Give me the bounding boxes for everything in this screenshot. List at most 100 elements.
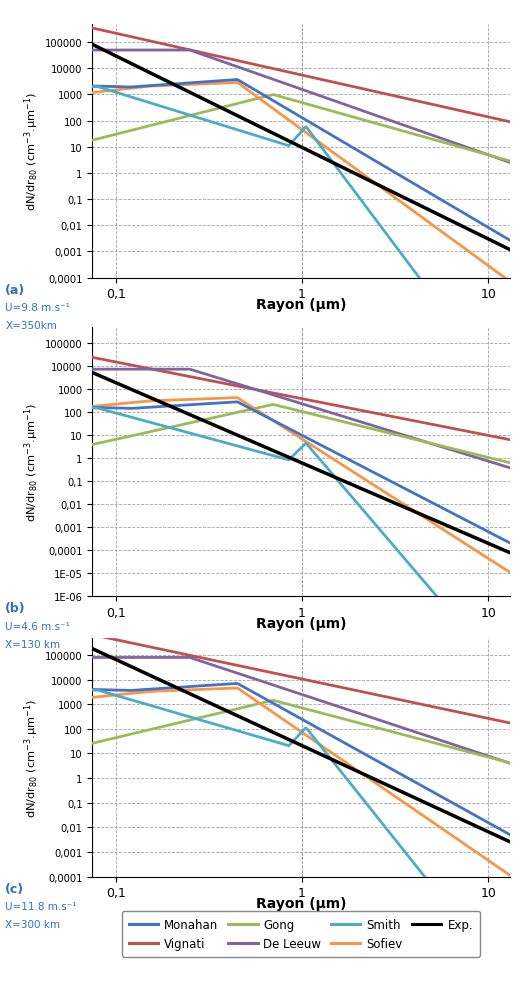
Smith <box>287 453 294 465</box>
Sofiev <box>288 116 295 128</box>
Monahan <box>234 678 240 690</box>
Sofiev <box>506 567 513 579</box>
Monahan <box>291 425 297 437</box>
Gong <box>338 713 345 725</box>
Line: Gong: Gong <box>92 405 510 463</box>
Y-axis label: dN/dr$_{80}$ (cm$^{-3}$.μm$^{-1}$): dN/dr$_{80}$ (cm$^{-3}$.μm$^{-1}$) <box>22 698 41 817</box>
De Leeuw <box>496 754 503 766</box>
Text: Rayon (μm): Rayon (μm) <box>256 897 346 911</box>
Monahan <box>234 75 240 86</box>
Gong <box>288 700 295 712</box>
Vignati <box>431 99 438 111</box>
Smith <box>431 883 438 895</box>
Vignati <box>89 629 96 641</box>
Gong <box>432 135 438 147</box>
De Leeuw <box>89 364 96 376</box>
Gong <box>316 411 322 422</box>
Monahan <box>432 787 438 799</box>
Sofiev <box>497 561 504 573</box>
Monahan <box>288 106 295 118</box>
Exp. <box>431 515 438 527</box>
Exp. <box>315 464 321 476</box>
Line: Vignati: Vignati <box>92 358 510 440</box>
Vignati <box>496 114 503 126</box>
Smith <box>315 738 321 749</box>
Monahan <box>234 397 240 409</box>
Gong <box>432 738 438 749</box>
Text: U=4.6 m.s⁻¹: U=4.6 m.s⁻¹ <box>5 621 70 631</box>
Sofiev <box>338 459 345 471</box>
Gong <box>506 757 513 769</box>
Smith <box>431 292 438 304</box>
Sofiev <box>506 276 513 288</box>
Line: Exp.: Exp. <box>92 373 510 553</box>
Sofiev <box>89 692 96 704</box>
Gong <box>432 439 438 451</box>
Line: Smith: Smith <box>92 691 510 983</box>
Vignati <box>337 682 344 694</box>
Smith <box>506 977 513 989</box>
Sofiev <box>291 118 297 130</box>
Gong <box>506 457 513 469</box>
Line: De Leeuw: De Leeuw <box>92 370 510 468</box>
De Leeuw <box>496 459 503 471</box>
Line: De Leeuw: De Leeuw <box>92 658 510 763</box>
Legend: Monahan, Vignati, Gong, De Leeuw, Smith, Sofiev, Exp.: Monahan, Vignati, Gong, De Leeuw, Smith,… <box>122 911 480 957</box>
Vignati <box>337 401 344 413</box>
Monahan <box>506 235 513 247</box>
Sofiev <box>316 444 322 456</box>
De Leeuw <box>431 439 438 451</box>
Monahan <box>338 450 345 462</box>
Smith <box>287 139 294 151</box>
Monahan <box>338 136 345 148</box>
Monahan <box>338 736 345 747</box>
Monahan <box>432 499 438 511</box>
Exp. <box>337 161 344 173</box>
Text: Rayon (μm): Rayon (μm) <box>256 616 346 630</box>
Monahan <box>89 684 96 696</box>
Line: Smith: Smith <box>92 87 510 399</box>
Line: Gong: Gong <box>92 95 510 162</box>
Gong <box>270 89 276 101</box>
Sofiev <box>291 428 297 440</box>
Line: Monahan: Monahan <box>92 81 510 241</box>
Exp. <box>287 136 294 148</box>
Exp. <box>315 747 321 759</box>
Vignati <box>290 68 296 80</box>
Monahan <box>89 403 96 414</box>
Text: X=350km: X=350km <box>5 321 57 331</box>
Exp. <box>315 150 321 162</box>
Gong <box>316 102 322 114</box>
Y-axis label: dN/dr$_{80}$ (cm$^{-3}$.μm$^{-1}$): dN/dr$_{80}$ (cm$^{-3}$.μm$^{-1}$) <box>22 403 41 522</box>
Exp. <box>290 138 296 150</box>
Vignati <box>287 391 294 403</box>
Smith <box>506 676 513 688</box>
Smith <box>496 964 503 976</box>
Gong <box>338 108 345 120</box>
Sofiev <box>506 869 513 881</box>
De Leeuw <box>290 396 296 408</box>
Text: X=300 km: X=300 km <box>5 919 60 929</box>
Gong <box>338 415 345 427</box>
Gong <box>270 399 276 411</box>
De Leeuw <box>315 404 321 415</box>
De Leeuw <box>287 685 294 697</box>
Monahan <box>432 191 438 203</box>
De Leeuw <box>290 686 296 698</box>
Line: Sofiev: Sofiev <box>92 83 510 282</box>
Vignati <box>89 23 96 35</box>
Gong <box>89 738 96 749</box>
Sofiev <box>316 137 322 149</box>
Text: (b): (b) <box>5 601 26 614</box>
Exp. <box>496 831 503 843</box>
Sofiev <box>432 222 438 234</box>
Sofiev <box>338 153 345 165</box>
Vignati <box>290 392 296 404</box>
Sofiev <box>291 721 297 733</box>
Line: Sofiev: Sofiev <box>92 688 510 875</box>
Exp. <box>431 801 438 813</box>
Smith <box>506 393 513 405</box>
Line: De Leeuw: De Leeuw <box>92 51 510 163</box>
Smith <box>337 765 344 777</box>
Smith <box>89 82 96 93</box>
